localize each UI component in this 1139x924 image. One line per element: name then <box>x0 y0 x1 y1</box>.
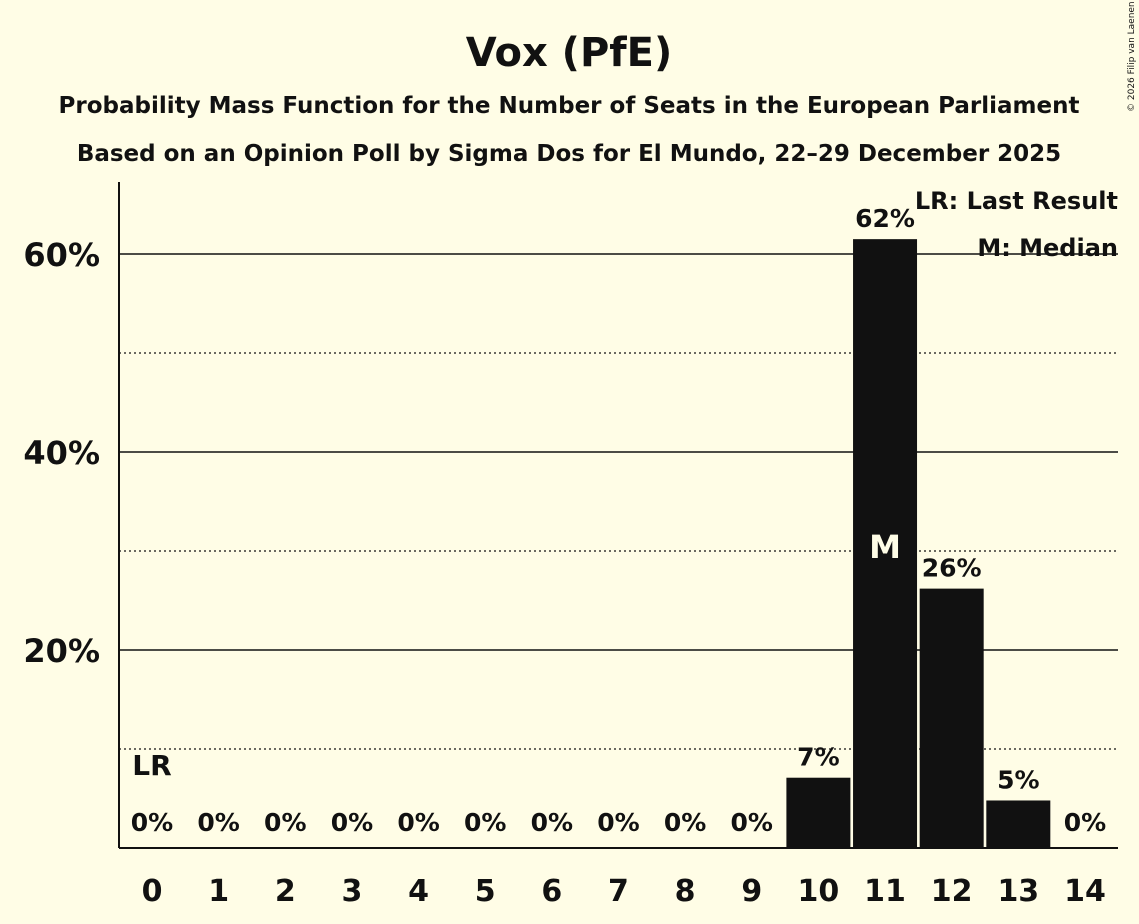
data-label: 0% <box>531 808 573 837</box>
x-tick-label: 13 <box>997 874 1039 909</box>
data-label: 26% <box>922 554 982 583</box>
data-label: 5% <box>997 765 1039 794</box>
data-label: 0% <box>464 808 506 837</box>
y-tick-label: 20% <box>23 632 100 670</box>
data-label: 7% <box>797 743 839 772</box>
data-label: 0% <box>197 808 239 837</box>
x-tick-label: 0 <box>142 874 163 909</box>
x-tick-label: 14 <box>1064 874 1106 909</box>
y-tick-label: 40% <box>23 434 100 472</box>
chart-title: Vox (PfE) <box>466 30 673 76</box>
bar <box>919 588 984 848</box>
data-label: 0% <box>131 808 173 837</box>
bar <box>986 800 1051 848</box>
copyright: © 2026 Filip van Laenen <box>1127 1 1137 112</box>
bar <box>853 239 918 848</box>
x-tick-label: 10 <box>798 874 840 909</box>
x-tick-label: 5 <box>475 874 496 909</box>
bar <box>786 777 851 848</box>
x-tick-label: 7 <box>608 874 629 909</box>
x-tick-label: 9 <box>741 874 762 909</box>
chart-subtitle-2: Based on an Opinion Poll by Sigma Dos fo… <box>77 141 1061 167</box>
data-label: 0% <box>397 808 439 837</box>
data-label: 62% <box>855 204 915 233</box>
data-label: 0% <box>597 808 639 837</box>
last-result-marker: LR <box>132 749 171 782</box>
legend-median: M: Median <box>977 234 1118 262</box>
data-label: 0% <box>731 808 773 837</box>
x-tick-label: 3 <box>341 874 362 909</box>
x-tick-label: 8 <box>675 874 696 909</box>
x-tick-label: 6 <box>541 874 562 909</box>
y-tick-label: 60% <box>23 236 100 274</box>
data-label: 0% <box>264 808 306 837</box>
data-label: 0% <box>331 808 373 837</box>
data-label: 0% <box>664 808 706 837</box>
x-tick-label: 4 <box>408 874 429 909</box>
chart-subtitle: Probability Mass Function for the Number… <box>59 93 1080 119</box>
data-label: 0% <box>1064 808 1106 837</box>
legend-last-result: LR: Last Result <box>915 187 1118 215</box>
x-tick-label: 11 <box>864 874 906 909</box>
x-tick-label: 2 <box>275 874 296 909</box>
x-tick-label: 12 <box>931 874 973 909</box>
median-marker: M <box>869 528 901 566</box>
x-tick-label: 1 <box>208 874 229 909</box>
